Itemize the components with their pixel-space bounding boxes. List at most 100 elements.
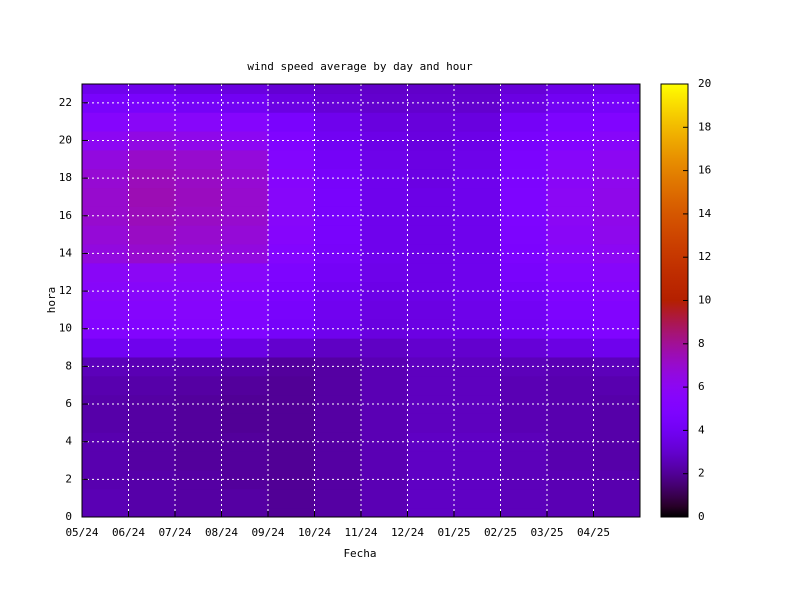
heat-cell	[82, 394, 129, 414]
heat-cell	[454, 84, 501, 94]
colorbar-tick-label: 14	[698, 207, 712, 220]
heat-cell	[593, 488, 640, 509]
heat-cell	[128, 488, 176, 509]
heat-cell	[314, 84, 362, 94]
heat-cell	[314, 375, 362, 396]
heat-cell	[593, 338, 640, 358]
heat-cell	[128, 507, 176, 517]
heat-cell	[82, 488, 129, 509]
heat-cell	[221, 488, 269, 509]
heat-cell	[128, 112, 176, 132]
heat-cell	[268, 131, 315, 151]
heat-cell	[268, 432, 315, 452]
heat-cell	[82, 112, 129, 132]
heat-cell	[593, 394, 640, 414]
heat-cell	[268, 300, 315, 320]
heat-cell	[547, 300, 594, 320]
heat-cell	[407, 281, 455, 301]
heat-cell	[314, 225, 362, 245]
heat-cell	[82, 187, 129, 207]
heat-cell	[221, 469, 269, 490]
x-tick-label: 01/25	[437, 526, 470, 539]
colorbar-tick-label: 12	[698, 250, 711, 263]
heat-cell	[593, 432, 640, 452]
heat-cell	[361, 93, 408, 113]
heat-cell	[361, 149, 408, 170]
heat-cell	[361, 488, 408, 509]
heat-cell	[175, 262, 222, 283]
heat-cell	[82, 281, 129, 301]
heat-cell	[500, 338, 548, 358]
colorbar-tick-label: 4	[698, 423, 705, 436]
heat-cell	[221, 319, 269, 339]
heat-cell	[221, 206, 269, 226]
heat-cell	[175, 187, 222, 207]
x-tick-label: 06/24	[112, 526, 145, 539]
heat-cell	[407, 375, 455, 396]
heat-cell	[361, 281, 408, 301]
heat-cell	[361, 244, 408, 264]
heat-cell	[268, 93, 315, 113]
x-tick-label: 02/25	[484, 526, 517, 539]
heat-cell	[268, 168, 315, 189]
heat-cell	[361, 168, 408, 189]
heat-cell	[593, 131, 640, 151]
heat-cell	[593, 112, 640, 132]
heat-cell	[407, 300, 455, 320]
heat-cell	[593, 168, 640, 189]
heat-cell	[593, 375, 640, 396]
heat-cell	[175, 507, 222, 517]
heat-cell	[547, 187, 594, 207]
heat-cell	[82, 300, 129, 320]
heat-cell	[82, 225, 129, 245]
heat-cell	[268, 451, 315, 471]
heat-cell	[593, 413, 640, 433]
heat-cell	[268, 507, 315, 517]
heat-cell	[547, 488, 594, 509]
y-tick-label: 4	[65, 435, 72, 448]
heat-cell	[128, 451, 176, 471]
heat-cell	[361, 394, 408, 414]
heat-cell	[500, 262, 548, 283]
heat-cell	[454, 488, 501, 509]
colorbar-tick-label: 10	[698, 294, 711, 307]
heat-cell	[407, 469, 455, 490]
heat-cell	[593, 262, 640, 283]
heat-cell	[221, 262, 269, 283]
heat-cell	[128, 413, 176, 433]
y-tick-label: 12	[59, 284, 72, 297]
heat-cell	[500, 375, 548, 396]
heat-cell	[314, 187, 362, 207]
heat-cell	[268, 84, 315, 94]
heat-cell	[175, 225, 222, 245]
heat-cell	[407, 394, 455, 414]
colorbar-tick-label: 2	[698, 467, 705, 480]
heat-cell	[593, 451, 640, 471]
heat-cell	[547, 432, 594, 452]
heat-cell	[547, 451, 594, 471]
heat-cell	[268, 206, 315, 226]
heat-cell	[593, 356, 640, 377]
heat-cell	[500, 149, 548, 170]
heat-cell	[593, 206, 640, 226]
heat-cell	[175, 84, 222, 94]
heat-cell	[454, 413, 501, 433]
heat-cell	[593, 84, 640, 94]
heat-cell	[175, 112, 222, 132]
heat-cell	[547, 206, 594, 226]
heat-cell	[221, 187, 269, 207]
heat-cell	[221, 112, 269, 132]
y-tick-label: 20	[59, 133, 72, 146]
heat-cell	[314, 507, 362, 517]
heat-cell	[500, 451, 548, 471]
y-axis-label: hora	[45, 287, 58, 314]
heat-cell	[500, 507, 548, 517]
heat-cell	[175, 413, 222, 433]
heat-cell	[361, 84, 408, 94]
heat-cell	[547, 93, 594, 113]
heat-cell	[268, 375, 315, 396]
heat-cell	[314, 262, 362, 283]
heat-cell	[82, 469, 129, 490]
heat-cell	[314, 488, 362, 509]
